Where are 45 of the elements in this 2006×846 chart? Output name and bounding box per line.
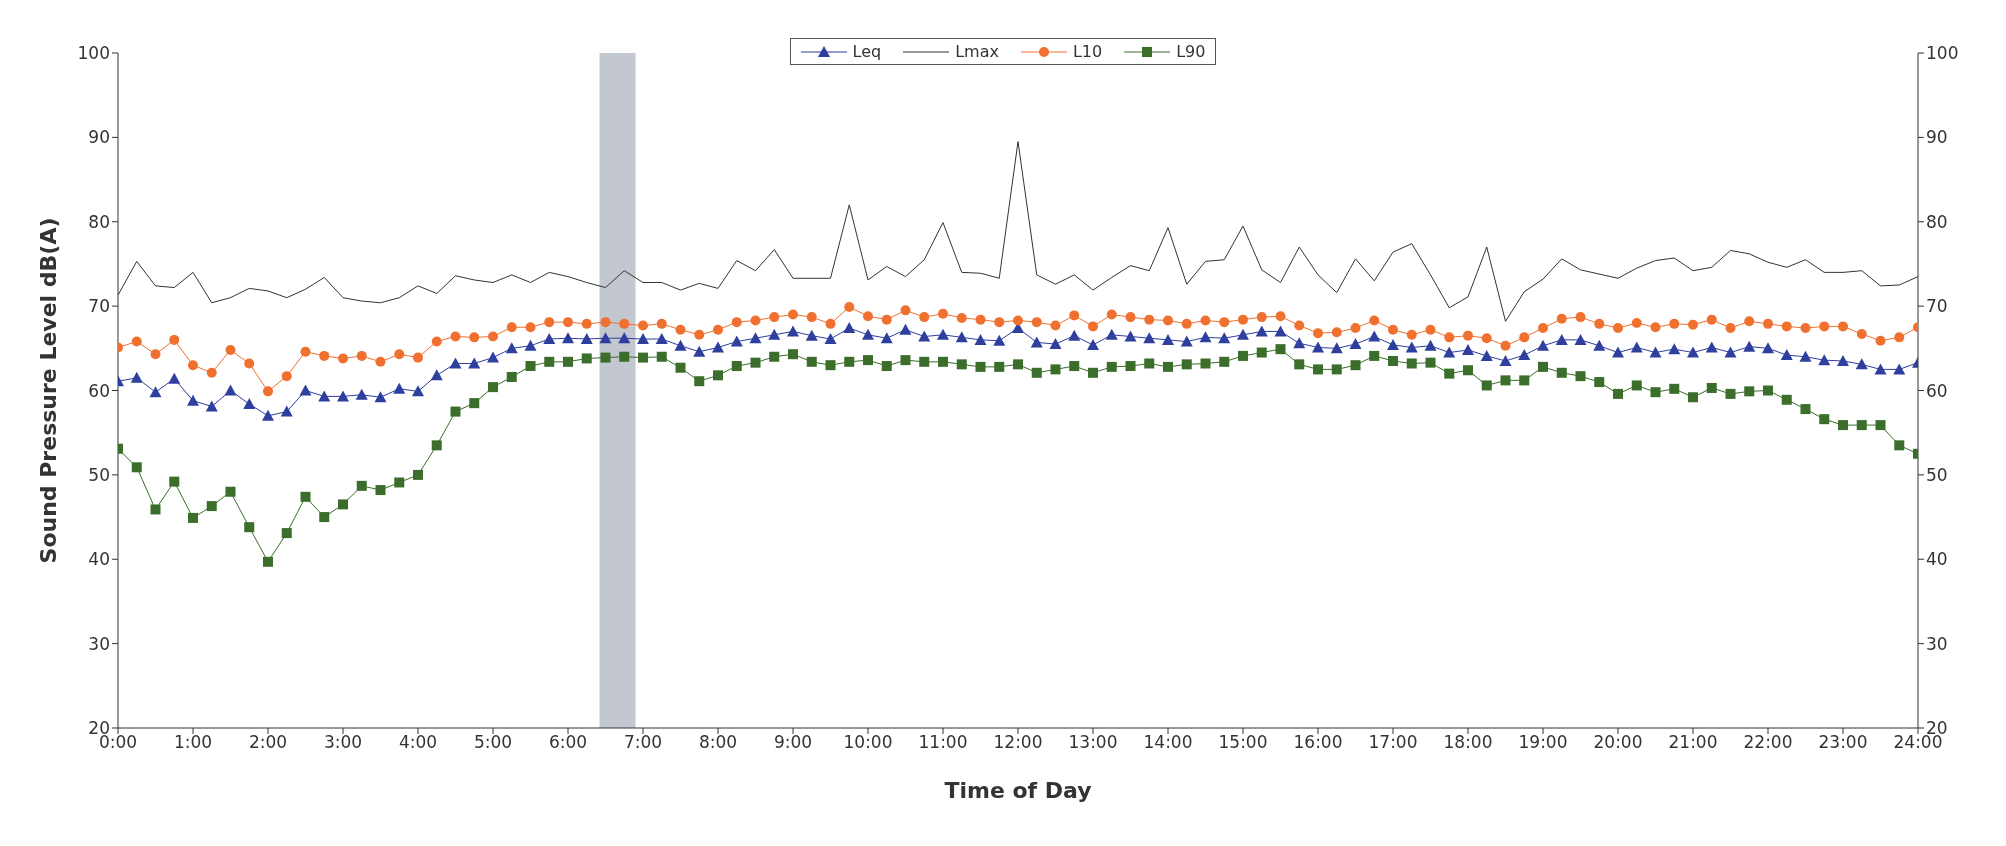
x-tick-label: 11:00 — [918, 732, 968, 753]
x-tick-label: 2:00 — [248, 732, 288, 753]
y-tick-label: 60 — [88, 380, 110, 401]
y2-tick-label: 30 — [1926, 633, 1948, 654]
y2-tick-label: 90 — [1926, 127, 1948, 148]
x-tick-label: 21:00 — [1668, 732, 1718, 753]
x-tick-label: 17:00 — [1368, 732, 1418, 753]
x-tick-label: 16:00 — [1293, 732, 1343, 753]
x-tick-label: 23:00 — [1818, 732, 1868, 753]
x-tick-label: 4:00 — [398, 732, 438, 753]
y-tick-label: 100 — [77, 43, 110, 64]
y-tick-label: 70 — [88, 296, 110, 317]
x-tick-label: 9:00 — [773, 732, 813, 753]
x-tick-label: 5:00 — [473, 732, 513, 753]
y2-tick-label: 100 — [1926, 43, 1959, 64]
x-tick-label: 13:00 — [1068, 732, 1118, 753]
x-tick-label: 19:00 — [1518, 732, 1568, 753]
y-axis-title: Sound Pressure Level dB(A) — [35, 217, 61, 564]
x-axis-title: Time of Day — [944, 778, 1092, 803]
x-tick-label: 1:00 — [173, 732, 213, 753]
x-tick-label: 6:00 — [548, 732, 588, 753]
y-tick-label: 80 — [88, 211, 110, 232]
y-tick-label: 30 — [88, 633, 110, 654]
x-tick-label: 12:00 — [993, 732, 1043, 753]
y2-tick-label: 70 — [1926, 296, 1948, 317]
y2-tick-label: 60 — [1926, 380, 1948, 401]
y-tick-label: 50 — [88, 464, 110, 485]
x-tick-label: 10:00 — [843, 732, 893, 753]
legend-label: Lmax — [955, 42, 999, 61]
y2-tick-label: 40 — [1926, 549, 1948, 570]
y-tick-label: 90 — [88, 127, 110, 148]
legend-label: L10 — [1072, 42, 1103, 61]
x-tick-label: 3:00 — [323, 732, 363, 753]
x-tick-label: 7:00 — [623, 732, 663, 753]
x-tick-label: 14:00 — [1143, 732, 1193, 753]
x-tick-label: 8:00 — [698, 732, 738, 753]
x-tick-label: 18:00 — [1443, 732, 1493, 753]
legend-label: Leq — [852, 42, 882, 61]
x-tick-label: 22:00 — [1743, 732, 1793, 753]
x-tick-label: 15:00 — [1218, 732, 1268, 753]
y-tick-label: 40 — [88, 549, 110, 570]
x-tick-label: 20:00 — [1593, 732, 1643, 753]
y2-tick-label: 50 — [1926, 464, 1948, 485]
legend-label: L90 — [1176, 42, 1206, 61]
y2-tick-label: 80 — [1926, 211, 1948, 232]
